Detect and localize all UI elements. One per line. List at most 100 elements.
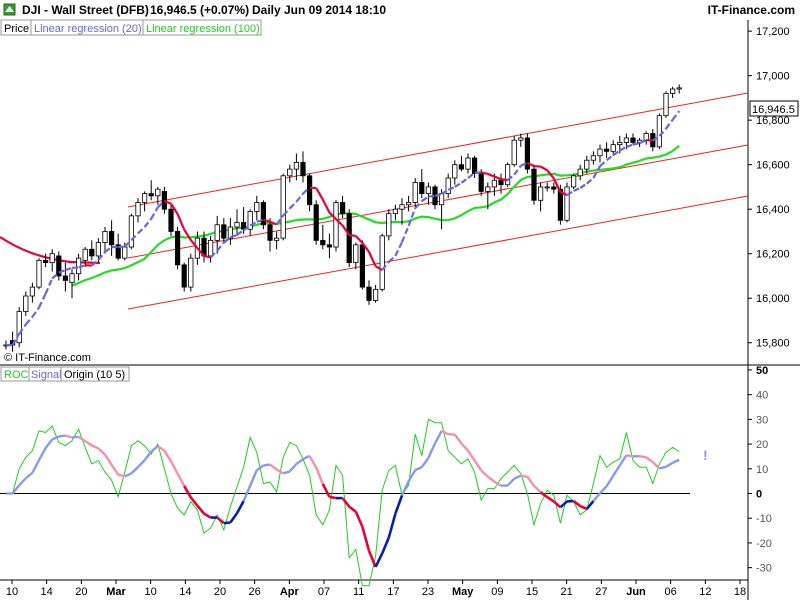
lr20-segment [620, 147, 627, 151]
candle-body-up [208, 240, 212, 256]
candle-body-down [552, 187, 556, 189]
interval-label: Daily [252, 3, 281, 17]
signal-segment [164, 451, 171, 462]
signal-segment [560, 501, 567, 507]
candle-body-up [406, 203, 410, 205]
candle-body-up [215, 225, 219, 241]
candle-body-down [420, 182, 424, 193]
signal-segment [46, 439, 53, 448]
lr20-segment [461, 178, 468, 183]
time-tick-label: Mar [106, 586, 126, 598]
signal-segment [26, 473, 33, 479]
signal-segment [112, 465, 119, 475]
candle-body-up [288, 169, 292, 176]
candle-body-up [281, 176, 285, 238]
candle-body-down [90, 249, 94, 256]
signal-segment [277, 469, 284, 473]
time-tick-label: 07 [318, 586, 330, 598]
price-tick-label: 16,000 [756, 293, 790, 305]
signal-segment [673, 460, 680, 463]
candle-body-up [413, 182, 417, 202]
signal-segment [204, 514, 211, 518]
lr20-segment [395, 242, 402, 256]
signal-segment [475, 461, 482, 471]
signal-segment [296, 459, 303, 464]
candle-body-up [70, 274, 74, 283]
signal-segment [362, 527, 369, 551]
roc-tick-label: -30 [756, 563, 772, 575]
candle-body-up [189, 258, 193, 287]
candle-body-up [670, 89, 674, 93]
lr20-segment [46, 279, 53, 294]
signal-segment [461, 443, 468, 450]
signal-segment [428, 443, 435, 457]
origin-legend-label: Origin (10 5) [64, 369, 125, 381]
candle-body-down [479, 174, 483, 192]
candle-body-down [169, 209, 173, 231]
candle-body-up [453, 165, 457, 178]
candle-body-up [380, 236, 384, 289]
signal-segment [138, 460, 145, 467]
time-tick-label: 27 [595, 586, 607, 598]
channel-middle [128, 145, 748, 258]
candle-body-up [578, 169, 582, 176]
roc-legend-label: ROC [4, 369, 29, 381]
lr20-segment [290, 202, 297, 209]
price-tick-label: 17,000 [756, 71, 790, 83]
candle-body-up [664, 93, 668, 115]
candle-body-up [492, 180, 496, 187]
lr20-segment [409, 208, 416, 226]
signal-segment [481, 470, 488, 476]
time-tick-label: 10 [6, 586, 18, 598]
signal-segment [19, 478, 26, 485]
signal-segment [178, 474, 185, 486]
signal-segment [343, 498, 350, 507]
lr20-line [6, 111, 679, 345]
lr20-segment [607, 155, 614, 160]
candle-body-up [565, 187, 569, 220]
signal-segment [640, 456, 647, 457]
signal-segment [593, 493, 600, 501]
lr20-segment [514, 166, 521, 175]
lr20-segment [145, 219, 152, 227]
candle-body-down [261, 203, 265, 225]
signal-segment [554, 501, 561, 507]
candle-body-up [618, 142, 622, 144]
candle-body-up [17, 312, 21, 343]
roc-tick-label: -10 [756, 513, 772, 525]
lr20-segment [296, 194, 303, 202]
lr20-segment [151, 207, 158, 219]
candle-body-up [624, 138, 628, 142]
lr20-segment [178, 214, 185, 230]
candle-body-up [571, 176, 575, 187]
signal-segment [468, 451, 475, 461]
signal-segment [237, 501, 244, 513]
signal-segment [527, 477, 534, 486]
lr20-segment [673, 111, 680, 120]
candle-body-down [472, 158, 476, 174]
signal-segment [118, 475, 125, 477]
candle-body-up [519, 138, 523, 140]
time-tick-label: 06 [665, 586, 677, 598]
lr20-segment [39, 294, 46, 308]
watermark: © IT-Finance.com [4, 352, 91, 364]
signal-segment [184, 486, 191, 498]
signal-segment [92, 445, 99, 448]
candle-body-up [393, 209, 397, 213]
candle-body-up [274, 238, 278, 240]
lr20-segment [501, 179, 508, 180]
signal-segment [435, 431, 442, 444]
signal-segment [580, 506, 587, 509]
signal-segment [488, 477, 495, 482]
signal-segment [600, 486, 607, 493]
lr20-segment [32, 308, 39, 317]
candle-body-down [63, 276, 67, 280]
signal-segment [85, 441, 92, 445]
candle-body-up [657, 116, 661, 147]
candle-body-down [301, 162, 305, 175]
candle-body-up [294, 162, 298, 169]
signal-segment [310, 456, 317, 468]
